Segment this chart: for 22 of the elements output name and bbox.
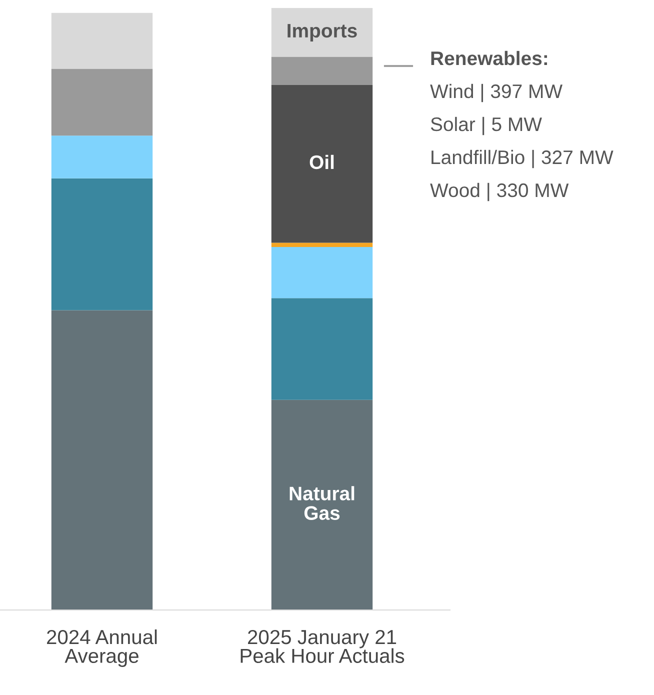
bar <box>271 56 373 86</box>
bar <box>271 246 373 298</box>
bar <box>51 12 153 69</box>
bar <box>271 400 373 610</box>
series-label: Natural Gas <box>290 486 354 520</box>
series-label: Oil <box>310 154 334 170</box>
annotation: Renewables: <box>431 50 547 66</box>
annotation: Wood | 330 MW <box>430 182 569 202</box>
bar <box>51 68 153 136</box>
bar <box>271 242 373 247</box>
x-tick-label: 2025 January 21 Peak Hour Actuals <box>240 630 404 664</box>
bar <box>271 85 373 243</box>
annotation: Solar | 5 MW <box>430 116 542 136</box>
bar <box>51 178 153 310</box>
series-label: Imports <box>288 24 357 42</box>
bar <box>51 136 153 178</box>
x-tick-label: 2024 Annual Average <box>47 629 157 667</box>
bar <box>271 8 373 57</box>
bar <box>51 310 153 610</box>
annotation: Wind | 397 MW <box>430 84 562 102</box>
annotation: Landfill/Bio | 327 MW <box>432 150 614 168</box>
bar <box>271 298 373 400</box>
